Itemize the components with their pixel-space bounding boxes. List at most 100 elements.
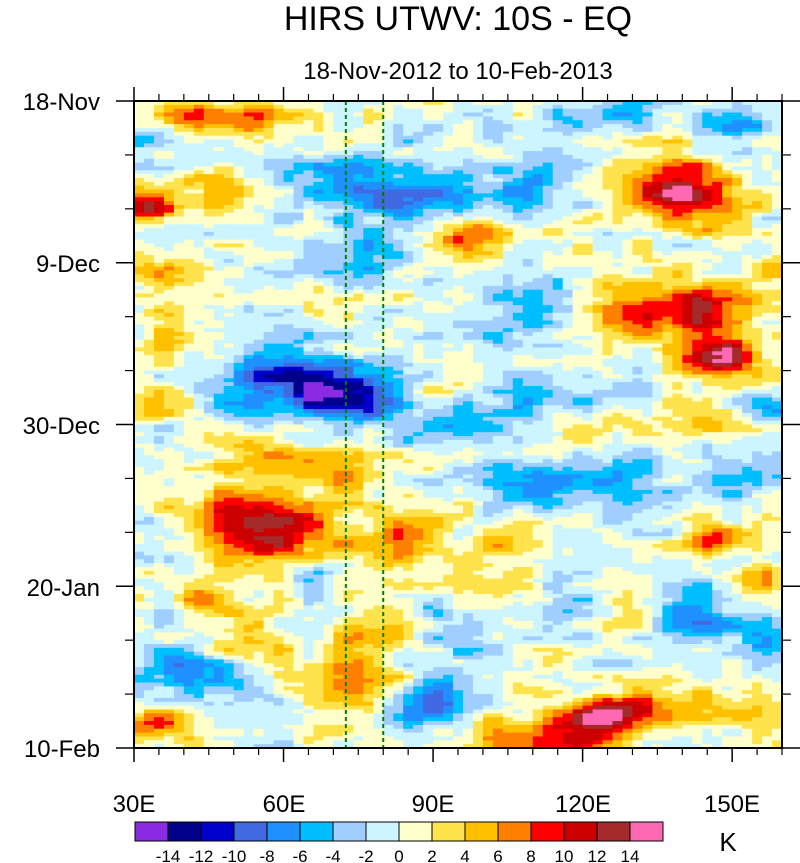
heatmap-cell [622, 270, 634, 275]
heatmap-cell [183, 228, 195, 233]
heatmap-cell [373, 393, 384, 399]
heatmap-cell [303, 212, 315, 218]
heatmap-cell [612, 112, 624, 117]
heatmap-cell [293, 235, 305, 241]
heatmap-cell [333, 185, 344, 191]
heatmap-cell [732, 243, 743, 248]
heatmap-cell [572, 255, 584, 260]
heatmap-cell [213, 255, 225, 260]
heatmap-cell [652, 355, 663, 360]
heatmap-cell [682, 359, 693, 364]
heatmap-cell [333, 204, 344, 210]
heatmap-cell [383, 101, 394, 106]
heatmap-cell [622, 124, 634, 129]
heatmap-cell [303, 189, 315, 195]
heatmap-cell [562, 231, 574, 237]
heatmap-cell [453, 355, 464, 360]
heatmap-cell [453, 255, 464, 260]
heatmap-cell [552, 243, 564, 248]
heatmap-cell [343, 347, 354, 352]
heatmap-cell [143, 112, 155, 117]
heatmap-cell [652, 135, 663, 141]
heatmap-cell [542, 270, 554, 275]
heatmap-cell [602, 185, 614, 191]
heatmap-cell [492, 385, 504, 391]
heatmap-cell [293, 101, 305, 106]
heatmap-cell [632, 208, 644, 214]
heatmap-cell [443, 378, 454, 383]
heatmap-cell [542, 120, 554, 125]
heatmap-cell [742, 239, 753, 245]
heatmap-cell [562, 339, 574, 345]
heatmap-cell [263, 235, 275, 241]
heatmap-cell [602, 278, 614, 283]
heatmap-cell [223, 274, 235, 279]
heatmap-cell [163, 320, 175, 325]
heatmap-cell [742, 166, 753, 171]
heatmap-cell [413, 208, 424, 214]
heatmap-cell [472, 320, 484, 325]
heatmap-cell [283, 220, 295, 225]
heatmap-cell [283, 393, 295, 399]
heatmap-cell [752, 193, 763, 198]
heatmap-cell [193, 251, 205, 256]
heatmap-cell [712, 278, 723, 283]
heatmap-cell [423, 108, 434, 114]
heatmap-cell [303, 332, 315, 337]
heatmap-cell [393, 193, 404, 198]
heatmap-cell [363, 366, 374, 372]
heatmap-cell [742, 189, 753, 195]
heatmap-cell [752, 324, 763, 329]
heatmap-cell [323, 285, 334, 291]
heatmap-cell [233, 289, 245, 295]
heatmap-cell [582, 378, 594, 383]
heatmap-cell [462, 127, 474, 133]
heatmap-cell [363, 212, 374, 218]
heatmap-cell [143, 255, 155, 260]
heatmap-cell [632, 239, 644, 245]
heatmap-cell [462, 332, 474, 337]
heatmap-cell [532, 131, 544, 137]
heatmap-cell [592, 278, 604, 283]
heatmap-cell [522, 189, 534, 195]
heatmap-cell [383, 174, 394, 179]
heatmap-cell [772, 328, 782, 333]
heatmap-cell [532, 135, 544, 141]
heatmap-cell [522, 335, 534, 341]
heatmap-cell [223, 278, 235, 283]
heatmap-cell [512, 181, 524, 187]
heatmap-cell [213, 147, 225, 152]
heatmap-cell [722, 293, 733, 299]
heatmap-cell [323, 151, 334, 156]
heatmap-cell [622, 285, 634, 291]
heatmap-cell [203, 178, 215, 183]
heatmap-cell [363, 359, 374, 364]
heatmap-cell [522, 266, 534, 272]
heatmap-cell [662, 139, 673, 144]
heatmap-cell [173, 270, 185, 275]
heatmap-cell [722, 193, 733, 198]
heatmap-cell [323, 247, 334, 252]
heatmap-cell [243, 243, 255, 248]
heatmap-cell [682, 262, 693, 268]
heatmap-cell [762, 266, 773, 272]
heatmap-cell [383, 316, 394, 322]
heatmap-cell [622, 101, 634, 106]
heatmap-cell [692, 347, 703, 352]
heatmap-cell [134, 197, 145, 202]
heatmap-cell [203, 220, 215, 225]
heatmap-cell [313, 370, 325, 376]
heatmap-cell [173, 162, 185, 168]
heatmap-cell [632, 343, 644, 349]
heatmap-cell [522, 308, 534, 314]
heatmap-cell [512, 220, 524, 225]
heatmap-cell [423, 189, 434, 195]
heatmap-cell [283, 162, 295, 168]
heatmap-cell [632, 185, 644, 191]
heatmap-cell [223, 104, 235, 110]
heatmap-cell [453, 278, 464, 283]
heatmap-cell [403, 193, 414, 198]
heatmap-cell [612, 154, 624, 160]
heatmap-cell [373, 312, 384, 318]
heatmap-cell [772, 127, 782, 133]
